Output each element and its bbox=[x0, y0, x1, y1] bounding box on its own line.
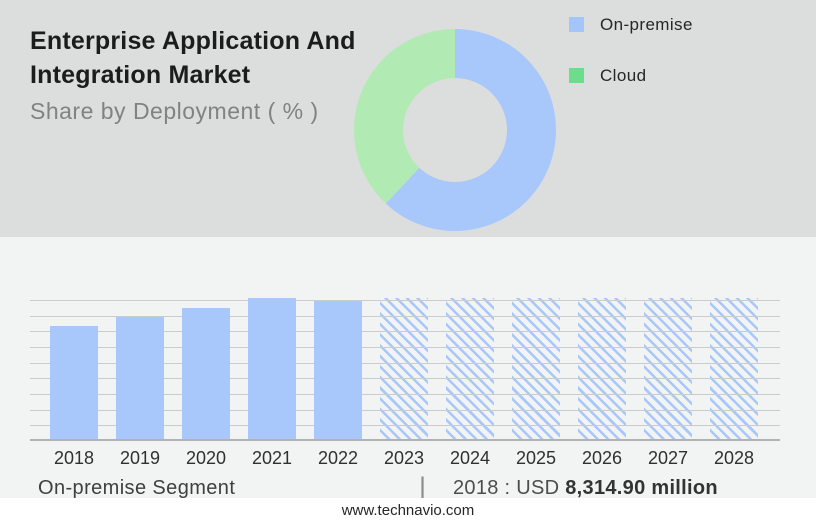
donut-hole bbox=[403, 78, 507, 182]
x-axis-label-2026: 2026 bbox=[581, 448, 623, 468]
gridline bbox=[30, 347, 780, 348]
bar-2020 bbox=[182, 307, 230, 439]
legend-label: Cloud bbox=[600, 65, 647, 85]
base-year-value: 2018 : USD 8,314.90 million bbox=[453, 477, 718, 500]
bar-2025-forecast bbox=[512, 298, 560, 439]
bar-chart-section: 2018 2019 2020 2021 2022 2023 2024 2025 2026 2027… bbox=[0, 237, 816, 528]
legend-item-on-premise: On-premise bbox=[569, 14, 693, 34]
market-size-bar-plot bbox=[30, 298, 780, 441]
gridline bbox=[30, 394, 780, 395]
bar-2026-forecast bbox=[578, 298, 626, 439]
legend-swatch-icon bbox=[569, 17, 584, 32]
bar-2018 bbox=[50, 326, 98, 439]
x-axis-label-2027: 2027 bbox=[647, 448, 689, 468]
legend-item-cloud: Cloud bbox=[569, 65, 693, 85]
x-axis-label-2028: 2028 bbox=[713, 448, 755, 468]
gridline bbox=[30, 378, 780, 380]
base-year-value-amount: 8,314.90 million bbox=[565, 477, 718, 499]
chart-legend: On-premise Cloud bbox=[569, 14, 693, 85]
bar-2024-forecast bbox=[446, 298, 494, 439]
x-axis-label-2025: 2025 bbox=[515, 448, 557, 468]
x-axis-label-2024: 2024 bbox=[449, 448, 491, 468]
page-title-line2: Integration Market bbox=[30, 61, 251, 89]
website-strip: www.technavio.com bbox=[0, 498, 816, 528]
page-title-line1: Enterprise Application And bbox=[30, 27, 356, 55]
bar-2027-forecast bbox=[644, 298, 692, 439]
bar-2021 bbox=[248, 298, 296, 439]
x-axis-label-2021: 2021 bbox=[251, 448, 293, 468]
base-year-value-prefix: 2018 : USD bbox=[453, 477, 566, 499]
footer-separator: | bbox=[419, 472, 427, 502]
gridline bbox=[30, 362, 780, 364]
gridline bbox=[30, 425, 780, 427]
bar-2023-forecast bbox=[380, 298, 428, 439]
gridline bbox=[30, 300, 780, 301]
x-axis-label-2023: 2023 bbox=[383, 448, 425, 468]
x-axis-label-2018: 2018 bbox=[53, 448, 95, 468]
header-section: Enterprise Application And Integration M… bbox=[0, 0, 816, 237]
website-url: www.technavio.com bbox=[341, 502, 475, 519]
gridline bbox=[30, 315, 780, 317]
footer-row: On-premise Segment | 2018 : USD 8,314.90… bbox=[0, 472, 816, 503]
gridline bbox=[30, 409, 780, 411]
x-axis-label-2019: 2019 bbox=[119, 448, 161, 468]
bar-2019 bbox=[116, 317, 164, 439]
legend-swatch-icon bbox=[569, 68, 584, 83]
bar-2022 bbox=[314, 300, 362, 439]
x-axis-label-2022: 2022 bbox=[317, 448, 359, 468]
page-subtitle: Share by Deployment ( % ) bbox=[30, 98, 319, 124]
segment-label: On-premise Segment bbox=[38, 477, 236, 499]
title-block: Enterprise Application And Integration M… bbox=[30, 24, 356, 125]
x-axis-label-2020: 2020 bbox=[185, 448, 227, 468]
bar-2028-forecast bbox=[710, 298, 758, 439]
gridline bbox=[30, 331, 780, 333]
legend-label: On-premise bbox=[600, 14, 693, 34]
deployment-share-donut-chart bbox=[354, 29, 556, 231]
